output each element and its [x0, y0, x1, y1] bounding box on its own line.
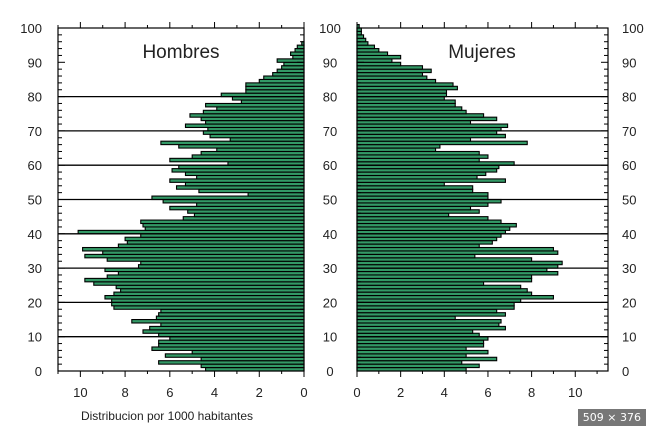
- hombres-x-tick-label: 10: [73, 385, 87, 400]
- middle-y-tick-label: 100: [319, 21, 341, 36]
- mujeres-x-tick-label: 6: [484, 385, 491, 400]
- middle-y-tick-label: 0: [326, 364, 333, 379]
- hombres-bars: [77, 41, 305, 372]
- left-y-tick-label: 10: [28, 330, 42, 345]
- left-y-tick-label: 100: [20, 21, 42, 36]
- left-y-tick-label: 0: [35, 364, 42, 379]
- right-y-tick-label: 50: [622, 193, 636, 208]
- middle-y-tick-label: 90: [323, 55, 337, 70]
- left-y-tick-label: 60: [28, 158, 42, 173]
- right-y-tick-label: 40: [622, 227, 636, 242]
- hombres-panel-title: Hombres: [142, 42, 219, 63]
- middle-y-tick-label: 30: [323, 261, 337, 276]
- middle-y-tick-label: 10: [323, 330, 337, 345]
- middle-y-tick-label: 20: [323, 295, 337, 310]
- right-y-tick-label: 10: [622, 330, 636, 345]
- right-y-tick-label: 20: [622, 295, 636, 310]
- image-size-badge: 509 × 376: [577, 409, 646, 426]
- middle-y-tick-label: 80: [323, 90, 337, 105]
- middle-y-tick-label: 50: [323, 193, 337, 208]
- right-y-tick-label: 70: [622, 124, 636, 139]
- mujeres-panel-title: Mujeres: [448, 42, 516, 63]
- right-y-tick-label: 60: [622, 158, 636, 173]
- left-y-tick-label: 80: [28, 90, 42, 105]
- right-y-tick-label: 30: [622, 261, 636, 276]
- mujeres-x-tick-label: 10: [568, 385, 582, 400]
- right-y-tick-label: 90: [622, 55, 636, 70]
- right-y-tick-label: 80: [622, 90, 636, 105]
- axis-ticks: [57, 22, 608, 377]
- hombres-x-tick-label: 6: [166, 385, 173, 400]
- left-y-tick-label: 70: [28, 124, 42, 139]
- mujeres-x-tick-label: 0: [353, 385, 360, 400]
- mujeres-x-tick-label: 8: [528, 385, 535, 400]
- hombres-x-tick-label: 2: [256, 385, 263, 400]
- middle-y-tick-label: 40: [323, 227, 337, 242]
- right-y-tick-label: 0: [622, 364, 629, 379]
- left-y-tick-label: 40: [28, 227, 42, 242]
- mujeres-x-tick-label: 2: [397, 385, 404, 400]
- right-y-tick-label: 100: [622, 21, 644, 36]
- x-axis-title: Distribucion por 1000 habitantes: [81, 409, 253, 423]
- middle-y-tick-label: 60: [323, 158, 337, 173]
- left-y-tick-label: 50: [28, 193, 42, 208]
- hombres-x-tick-label: 0: [300, 385, 307, 400]
- mujeres-bars: [356, 24, 563, 372]
- left-y-tick-label: 90: [28, 55, 42, 70]
- axis-tick-labels: 10 8 6 4 2 0 0 2 4 6 8 1001020304050607080901000102…: [20, 21, 643, 400]
- hombres-x-tick-label: 8: [121, 385, 128, 400]
- left-y-tick-label: 30: [28, 261, 42, 276]
- left-y-tick-label: 20: [28, 295, 42, 310]
- middle-y-tick-label: 70: [323, 124, 337, 139]
- hombres-x-tick-label: 4: [211, 385, 218, 400]
- grid-lines: [58, 95, 608, 338]
- mujeres-x-tick-label: 4: [441, 385, 448, 400]
